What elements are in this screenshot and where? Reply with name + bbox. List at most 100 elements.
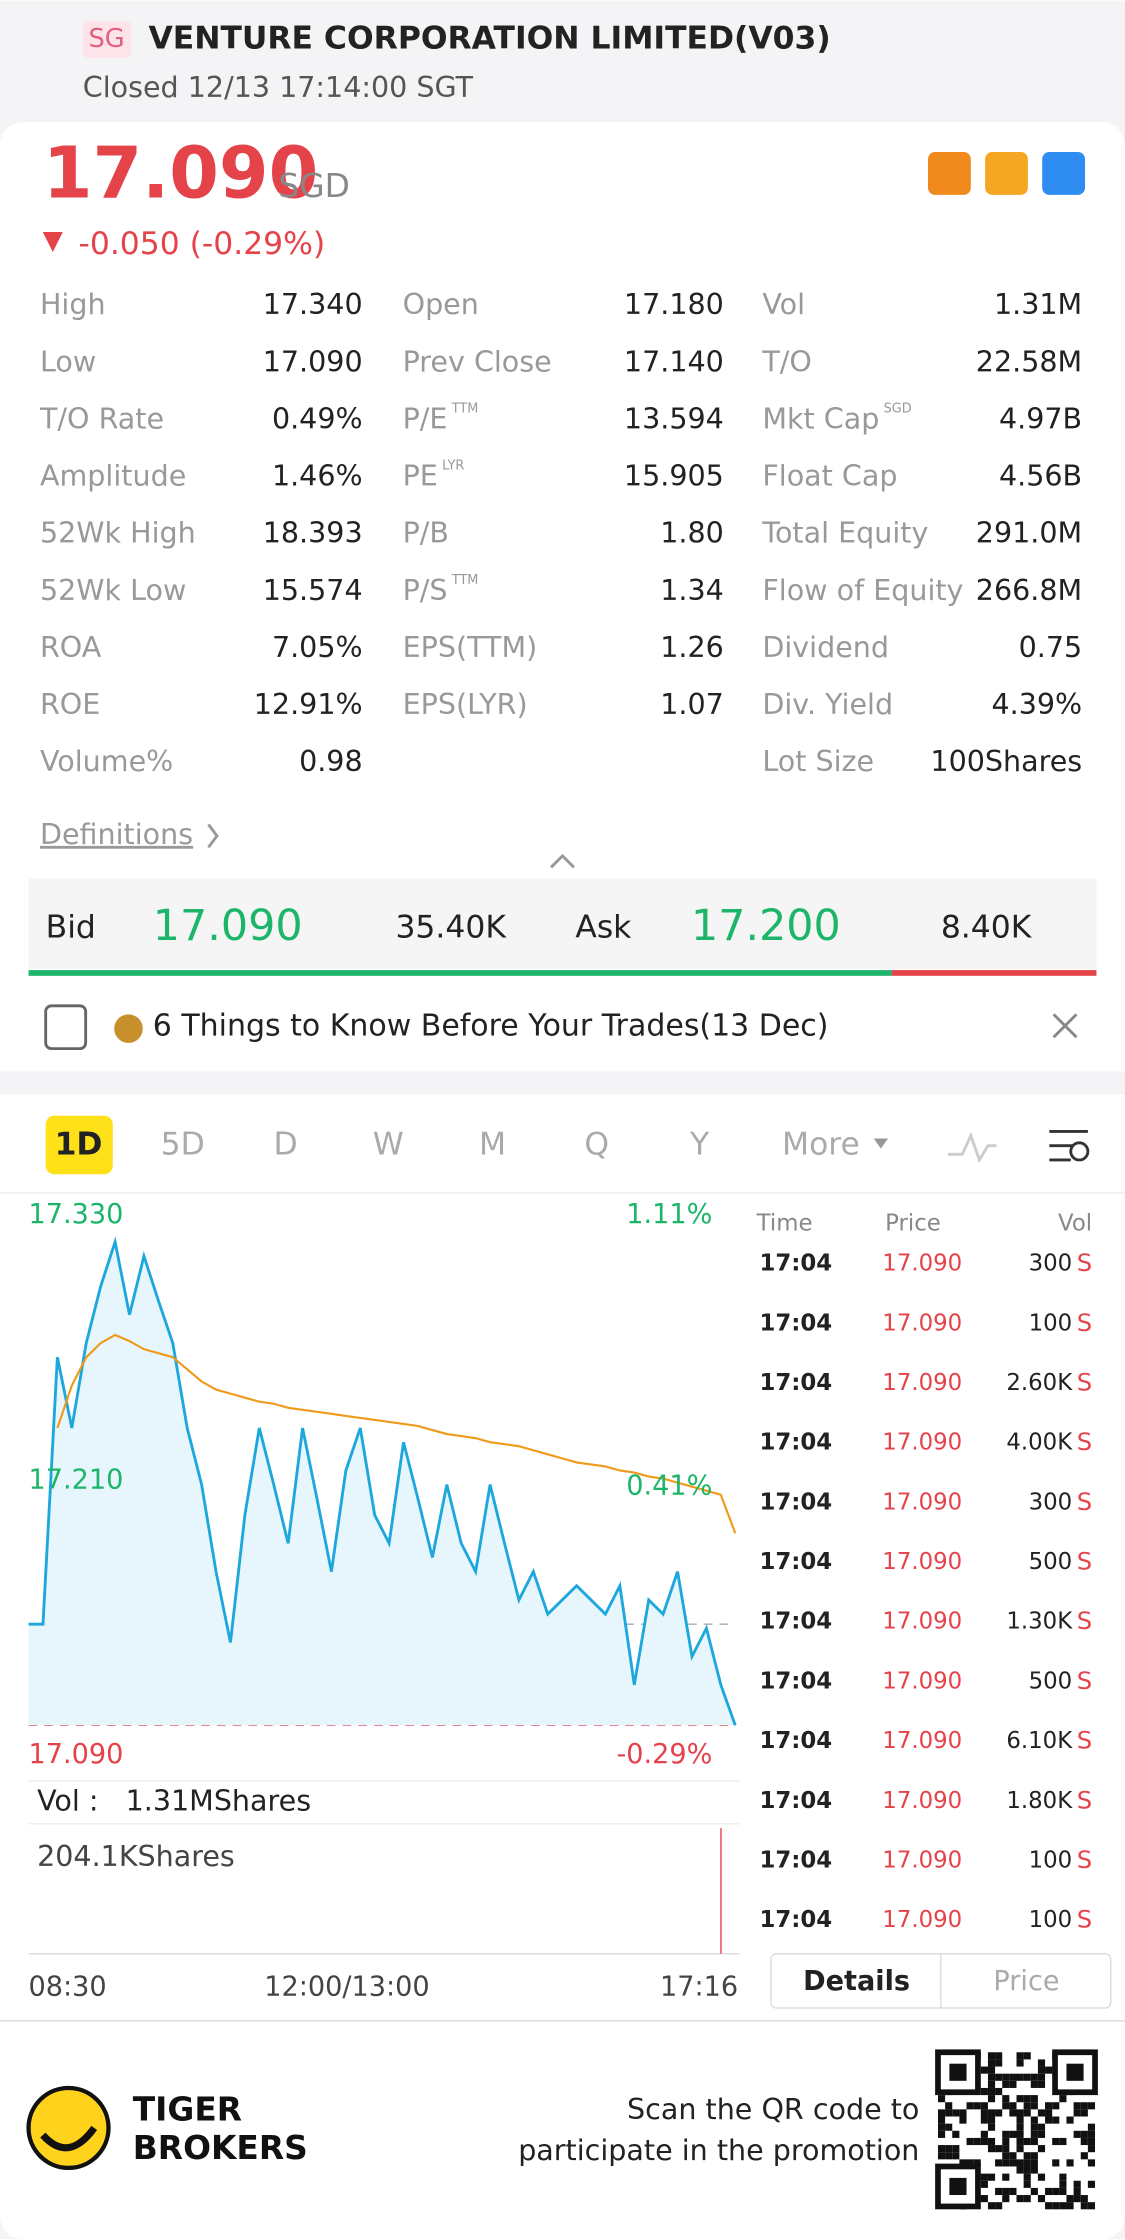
stat-label: PE	[403, 459, 438, 493]
dropdown[interactable]	[873, 1138, 889, 1149]
qr-finder	[1066, 2063, 1084, 2081]
collapse[interactable]	[550, 853, 575, 869]
qr-cell	[1080, 2102, 1088, 2110]
qr-cell	[1052, 2102, 1060, 2110]
stat-label: Open	[403, 287, 479, 321]
qr-cell	[987, 2095, 996, 2103]
stat-value: 0.98	[299, 744, 363, 778]
qr-cell	[1002, 2137, 1010, 2146]
tab[interactable]: Q	[584, 1127, 609, 1163]
stat-label: T/O Rate	[39, 401, 164, 435]
qr-cell	[937, 2152, 946, 2160]
currency: SGD	[278, 167, 350, 205]
qr-cell	[1080, 2130, 1088, 2138]
qr-cell	[1023, 2166, 1031, 2174]
time-label: 12:00/13:00	[264, 1972, 429, 2003]
tab[interactable]: Y	[689, 1127, 710, 1163]
stat-value: 4.39%	[991, 687, 1082, 721]
stat-sup: TTM	[451, 573, 479, 588]
qr-cell	[973, 2137, 981, 2146]
settings-icon[interactable]	[1069, 1141, 1090, 1162]
stat-label: Total Equity	[761, 516, 928, 550]
stat-label: Amplitude	[40, 459, 186, 493]
ask-price: 17.200	[691, 901, 841, 951]
qr-cell	[1016, 2073, 1024, 2081]
qr-cell	[1045, 2066, 1053, 2074]
tick-vol: 500	[1029, 1549, 1073, 1575]
qr-cell	[937, 2123, 946, 2131]
qr-cell	[1002, 2102, 1010, 2110]
tab[interactable]: W	[373, 1127, 404, 1163]
stat-label: Flow of Equity	[762, 573, 963, 607]
tab[interactable]: M	[479, 1127, 506, 1163]
stat-label: EPS(LYR)	[403, 687, 528, 721]
qr-cell	[1002, 2159, 1010, 2167]
button[interactable]: Price	[993, 1966, 1059, 1997]
qr-cell	[1016, 2123, 1024, 2131]
qr-cell	[1045, 2109, 1053, 2117]
stat-value: 0.49%	[272, 401, 363, 435]
qr-cell	[966, 2159, 974, 2167]
table-header: Vol	[1058, 1211, 1092, 1237]
tick-vol: 2.60K	[1006, 1370, 1073, 1396]
ask-bar	[891, 970, 1097, 976]
qr-cell	[1002, 2130, 1010, 2138]
qr-cell	[995, 2202, 1003, 2210]
qr-cell	[1002, 2152, 1010, 2160]
qr-cell	[937, 2095, 946, 2103]
stat-value: 15.574	[263, 573, 363, 607]
qr-cell	[1016, 2116, 1024, 2124]
qr-cell	[1002, 2187, 1010, 2196]
promo: participate in the promotion	[518, 2133, 919, 2167]
stat-label: ROA	[40, 630, 102, 664]
tick-side: S	[1077, 1368, 1092, 1397]
qr-cell	[1087, 2130, 1096, 2138]
qr-cell	[1037, 2173, 1046, 2181]
qr-cell	[1030, 2102, 1038, 2110]
tab[interactable]: 1D	[55, 1127, 103, 1163]
definitions-link[interactable]: Definitions	[40, 817, 193, 851]
qr-cell	[1073, 2180, 1081, 2188]
qr-finder	[949, 2177, 967, 2196]
settings-icon[interactable]	[1049, 1129, 1088, 1162]
qr-cell	[980, 2109, 988, 2117]
tick-time: 17:04	[760, 1609, 833, 1635]
qr-cell	[945, 2123, 953, 2131]
stat-value: 291.0M	[976, 516, 1082, 550]
qr-cell	[1002, 2145, 1010, 2153]
qr-cell	[1023, 2152, 1031, 2160]
tab[interactable]: 5D	[161, 1127, 205, 1163]
qr-cell	[987, 2109, 996, 2117]
tick-price: 17.090	[882, 1430, 962, 1456]
tick-price: 17.090	[882, 1370, 962, 1396]
price-line	[28, 1236, 737, 1726]
tab[interactable]: D	[273, 1127, 297, 1163]
qr-cell	[1030, 2073, 1038, 2081]
qr-cell	[952, 2130, 960, 2138]
stat-value: 0.75	[1019, 630, 1083, 664]
qr-cell	[987, 2116, 996, 2124]
qr-cell	[1030, 2152, 1038, 2160]
qr-cell	[995, 2052, 1003, 2060]
qr-cell	[1045, 2202, 1053, 2210]
icon	[1042, 152, 1086, 195]
qr-cell	[987, 2145, 996, 2153]
qr-cell	[945, 2109, 953, 2117]
tab[interactable]: More	[782, 1127, 860, 1163]
indicator-icon[interactable]	[947, 1131, 997, 1164]
qr-code	[935, 2049, 1098, 2210]
qr-cell	[1030, 2137, 1038, 2146]
qr-cell	[987, 2080, 996, 2088]
stat-label: Float Cap	[762, 459, 897, 493]
pct-label: 0.41%	[626, 1470, 712, 1501]
close[interactable]	[1052, 1013, 1078, 1039]
qr-cell	[1009, 2109, 1017, 2117]
qr-cell	[995, 2187, 1003, 2196]
qr-cell	[1059, 2187, 1067, 2196]
qr-cell	[1023, 2137, 1031, 2146]
qr-cell	[1037, 2066, 1046, 2074]
qr-cell	[1037, 2059, 1046, 2067]
button[interactable]: Details	[803, 1966, 910, 1997]
logo	[40, 2125, 98, 2152]
qr-cell	[973, 2159, 981, 2167]
